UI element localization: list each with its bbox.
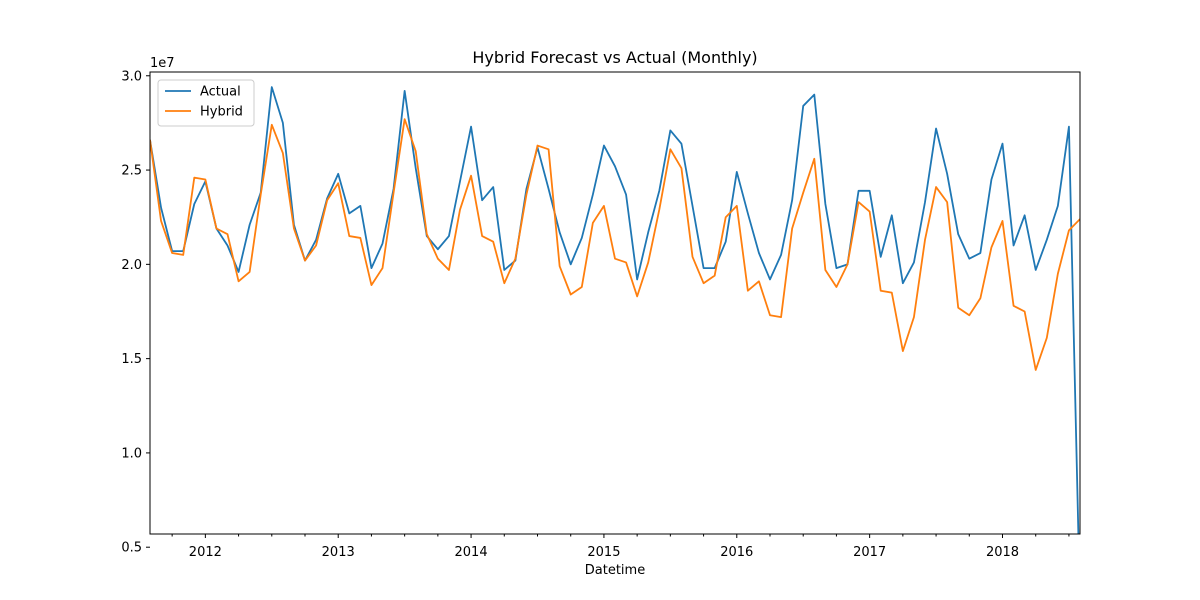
legend-label-hybrid: Hybrid	[200, 105, 243, 120]
x-tick-label: 2012	[189, 545, 222, 560]
x-tick-label: 2018	[986, 545, 1019, 560]
x-axis-label: Datetime	[585, 563, 645, 578]
legend: Actual Hybrid	[157, 79, 255, 127]
y-tick-label: 1.0	[121, 446, 142, 461]
plot-frame	[149, 71, 1081, 535]
y-offset-label: 1e7	[150, 56, 175, 71]
plot-area	[150, 86, 1080, 534]
y-tick-label: 3.0	[121, 69, 142, 84]
y-tick-label: 0.5	[121, 541, 142, 556]
y-tick-label: 1.5	[121, 352, 142, 367]
x-tick-label: 2017	[853, 545, 886, 560]
chart-title: Hybrid Forecast vs Actual (Monthly)	[472, 48, 757, 67]
legend-label-actual: Actual	[200, 85, 241, 100]
series-line-hybrid	[150, 118, 1080, 371]
y-tick-label: 2.5	[121, 164, 142, 179]
x-tick-label: 2014	[455, 545, 488, 560]
x-tick-label: 2015	[587, 545, 620, 560]
x-tick-label: 2013	[322, 545, 355, 560]
y-tick-label: 2.0	[121, 258, 142, 273]
x-tick-label: 2016	[720, 545, 753, 560]
